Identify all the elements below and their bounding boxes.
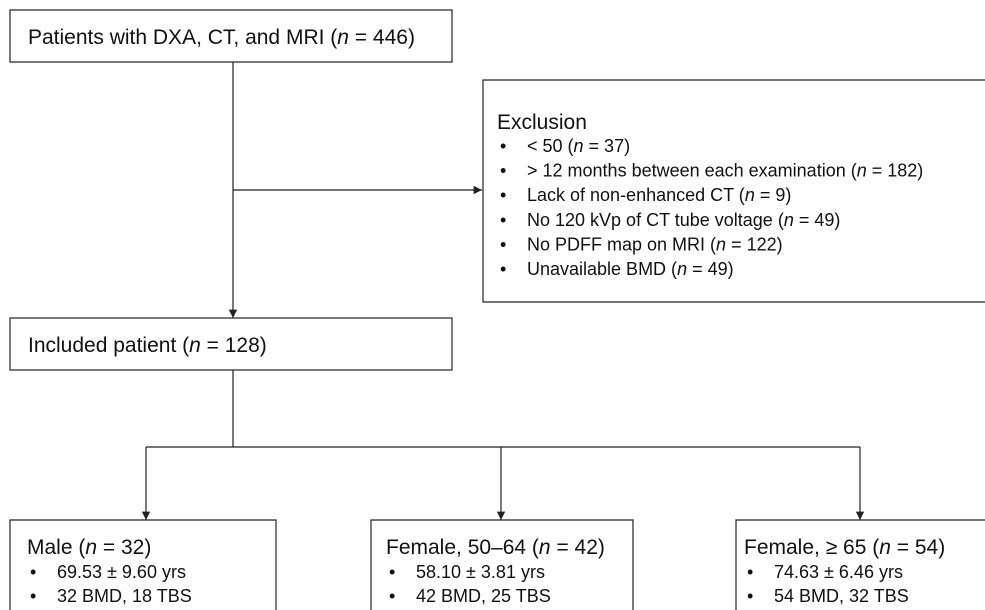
group-box (370, 519, 634, 610)
text-segment: Lack of non-enhanced CT ( (527, 185, 745, 205)
bullet: • (500, 185, 506, 205)
bullet: • (500, 161, 506, 181)
text-segment: 42 BMD, 25 TBS (416, 586, 551, 606)
group-item: 58.10 ± 3.81 yrs (416, 562, 545, 582)
group-item: 74.63 ± 6.46 yrs (774, 562, 903, 582)
bullet: • (747, 562, 753, 582)
text-segment: n (539, 536, 551, 559)
text-segment: n (85, 536, 97, 559)
group-item: 42 BMD, 25 TBS (416, 586, 551, 606)
text-segment: > 12 months between each examination ( (527, 161, 857, 181)
text-segment: Male ( (27, 536, 85, 559)
group-title: Female, ≥ 65 (n = 54) (744, 536, 945, 559)
text-segment: = 54) (891, 536, 945, 559)
text-segment: Unavailable BMD ( (527, 259, 677, 279)
text-segment: Included patient ( (28, 334, 189, 357)
text-segment: = 9) (755, 185, 792, 205)
exclusion-item: No 120 kVp of CT tube voltage (n = 49) (527, 210, 840, 230)
exclusion-item: < 50 (n = 37) (527, 136, 630, 156)
text-segment: < 50 ( (527, 136, 574, 156)
top-label: Patients with DXA, CT, and MRI (n = 446) (28, 26, 415, 49)
text-segment: Patients with DXA, CT, and MRI ( (28, 26, 337, 49)
connector (146, 370, 860, 448)
text-segment: = 49) (687, 259, 734, 279)
text-segment: n (337, 26, 349, 49)
bullet: • (500, 210, 506, 230)
bullet: • (500, 234, 506, 254)
text-segment: Female, 50–64 ( (386, 536, 539, 559)
group-item: 69.53 ± 9.60 yrs (57, 562, 186, 582)
bullet: • (500, 136, 506, 156)
text-segment: No 120 kVp of CT tube voltage ( (527, 210, 784, 230)
text-segment: n (189, 334, 201, 357)
text-segment: n (716, 234, 726, 254)
included-label: Included patient (n = 128) (28, 334, 267, 357)
group-title: Male (n = 32) (27, 536, 151, 559)
text-segment: = 37) (584, 136, 631, 156)
text-segment: n (677, 259, 687, 279)
bullet: • (389, 586, 395, 606)
text-segment: n (879, 536, 891, 559)
included-box (9, 317, 453, 371)
text-segment: n (745, 185, 755, 205)
bullet: • (747, 586, 753, 606)
text-segment: n (857, 161, 867, 181)
exclusion-item: > 12 months between each examination (n … (527, 161, 923, 181)
text-segment: 32 BMD, 18 TBS (57, 586, 192, 606)
group-item: 54 BMD, 32 TBS (774, 586, 909, 606)
text-segment: = 49) (794, 210, 841, 230)
exclusion-item: Lack of non-enhanced CT (n = 9) (527, 185, 791, 205)
exclusion-title: Exclusion (497, 111, 587, 134)
text-segment: 74.63 ± 6.46 yrs (774, 562, 903, 582)
text-segment: = 128) (201, 334, 267, 357)
text-segment: = 122) (726, 234, 783, 254)
text-segment: 54 BMD, 32 TBS (774, 586, 909, 606)
bullet: • (30, 586, 36, 606)
group-title: Female, 50–64 (n = 42) (386, 536, 605, 559)
text-segment: = 182) (867, 161, 924, 181)
text-segment: 58.10 ± 3.81 yrs (416, 562, 545, 582)
exclusion-box (482, 79, 985, 303)
bullet: • (389, 562, 395, 582)
text-segment: = 42) (551, 536, 605, 559)
bullet: • (30, 562, 36, 582)
text-segment: n (784, 210, 794, 230)
text-segment: n (574, 136, 584, 156)
bullet: • (500, 259, 506, 279)
text-segment: No PDFF map on MRI ( (527, 234, 716, 254)
group-box (735, 519, 985, 610)
text-segment: = 32) (97, 536, 151, 559)
exclusion-item: Unavailable BMD (n = 49) (527, 259, 734, 279)
text-segment: 69.53 ± 9.60 yrs (57, 562, 186, 582)
text-segment: = 446) (349, 26, 415, 49)
text-segment: Female, ≥ 65 ( (744, 536, 879, 559)
top-box (9, 9, 453, 63)
exclusion-item: No PDFF map on MRI (n = 122) (527, 234, 783, 254)
group-box (9, 519, 277, 610)
group-item: 32 BMD, 18 TBS (57, 586, 192, 606)
